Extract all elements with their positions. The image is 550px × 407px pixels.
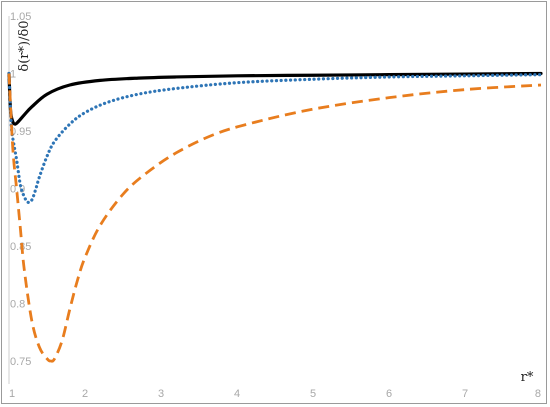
x-tick-labels: 1 2 3 4 5 6 7 8 [9,388,541,400]
series-line-solid [7,71,543,126]
y-tick-label: 0.75 [10,356,31,368]
y-tick-label: 1.05 [10,11,31,23]
x-tick-label: 4 [234,388,240,400]
x-tick-label: 1 [9,388,15,400]
x-tick-label: 3 [158,388,164,400]
x-axis-label: r* [521,370,534,385]
series-line-dashed [7,73,542,363]
x-tick-label: 5 [310,388,316,400]
series-line-dotted [7,71,543,205]
x-tick-label: 6 [386,388,392,400]
y-axis-label: δ(r*)/δ0 [17,20,32,71]
series-group [7,71,543,363]
x-tick-label: 7 [462,388,468,400]
x-tick-label: 8 [535,388,541,400]
y-tick-label: 0.95 [10,126,31,138]
y-tick-label: 1 [10,69,16,81]
x-tick-label: 2 [82,388,88,400]
y-tick-label: 0.8 [10,299,25,311]
